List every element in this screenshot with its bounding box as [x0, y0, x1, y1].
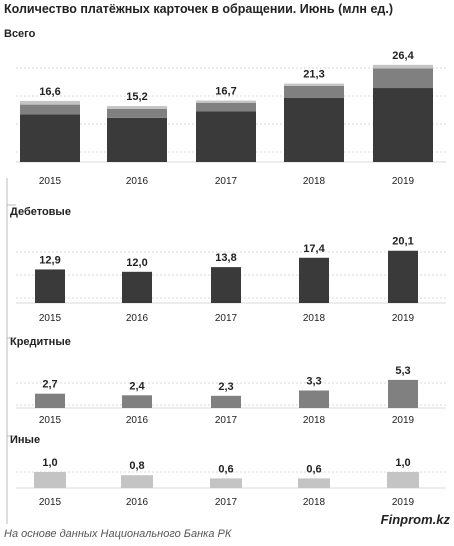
bar: [122, 271, 152, 303]
bar-segment-Кредитные: [20, 104, 80, 115]
data-label: 21,3: [303, 69, 324, 81]
panel-2: Дебетовые 12,9 2015 12,0 2016 13,8 2017 17,4 201…: [10, 206, 446, 324]
tick-label: 2016: [126, 497, 149, 508]
bar: [122, 395, 152, 408]
bar: [387, 472, 419, 488]
tick-label: 2016: [126, 415, 149, 426]
bar-segment-Дебетовые: [373, 88, 433, 162]
bar-segment-Иные: [20, 100, 80, 105]
tick-label: 2018: [303, 497, 326, 508]
data-label: 17,4: [303, 243, 325, 255]
bar: [121, 475, 153, 488]
data-label: 2,4: [129, 380, 145, 392]
bar: [299, 257, 329, 303]
data-label: 1,0: [42, 457, 57, 469]
data-label: 12,9: [39, 254, 60, 266]
data-label: 5,3: [395, 365, 410, 377]
tick-label: 2017: [215, 497, 238, 508]
data-label: 20,1: [392, 236, 413, 248]
bar-segment-Дебетовые: [196, 111, 256, 162]
bar: [211, 267, 241, 303]
bar-segment-Кредитные: [284, 85, 344, 98]
tick-label: 2017: [215, 176, 238, 187]
tick-label: 2019: [392, 415, 415, 426]
panel-name: Кредитные: [10, 336, 71, 348]
bar-segment-Иные: [107, 106, 167, 110]
data-label: 13,8: [215, 252, 236, 264]
data-label: 2,7: [42, 379, 57, 391]
bar: [35, 393, 65, 408]
bar: [35, 269, 65, 303]
bar: [34, 472, 66, 488]
data-label: 26,4: [392, 50, 414, 62]
bar-segment-Дебетовые: [20, 114, 80, 162]
panel-name: Иные: [10, 434, 40, 446]
tick-label: 2016: [126, 313, 149, 324]
tick-label: 2017: [215, 415, 238, 426]
bar: [388, 250, 418, 303]
tick-label: 2015: [39, 176, 62, 187]
tick-label: 2018: [303, 313, 326, 324]
data-label: 15,2: [126, 91, 147, 103]
data-label: 0,8: [129, 460, 144, 472]
data-label: 3,3: [306, 376, 321, 388]
data-label: 1,0: [395, 457, 410, 469]
tick-label: 2015: [39, 415, 62, 426]
tick-label: 2015: [39, 313, 62, 324]
bar-segment-Кредитные: [373, 68, 433, 89]
panel-3: Кредитные 2,7 2015 2,4 2016 2,3 2017 3,3 2018 5,3…: [10, 336, 446, 426]
tick-label: 2015: [39, 497, 62, 508]
tick-label: 2019: [392, 313, 415, 324]
bar: [298, 478, 330, 488]
bar: [299, 390, 329, 408]
panel-1: Всего 16,6 2015 15,2 2016 16,7 2017 21,3 2018 26,…: [4, 28, 446, 187]
data-label: 12,0: [126, 257, 147, 269]
bar-segment-Дебетовые: [107, 117, 167, 162]
bar-segment-Кредитные: [107, 109, 167, 118]
tick-label: 2019: [392, 497, 415, 508]
data-label: 16,6: [39, 86, 60, 98]
tick-label: 2017: [215, 313, 238, 324]
tick-label: 2018: [303, 176, 326, 187]
bar: [210, 478, 242, 488]
bar-segment-Дебетовые: [284, 97, 344, 162]
bar: [211, 395, 241, 408]
data-label: 16,7: [215, 86, 236, 98]
tick-label: 2018: [303, 415, 326, 426]
chart-title: Количество платёжных карточек в обращени…: [4, 2, 393, 16]
data-label: 2,3: [218, 381, 233, 393]
data-label: 0,6: [218, 463, 233, 475]
data-label: 0,6: [306, 463, 321, 475]
bar: [388, 379, 418, 408]
tick-label: 2016: [126, 176, 149, 187]
bar-segment-Иные: [373, 64, 433, 69]
bar-segment-Иные: [284, 83, 344, 86]
bar-segment-Иные: [196, 100, 256, 103]
brand-logo: Finprom.kz: [380, 512, 450, 527]
panel-name: Дебетовые: [10, 206, 71, 218]
bar-segment-Кредитные: [196, 102, 256, 112]
source-note: На основе данных Национального Банка РК: [4, 528, 232, 540]
tick-label: 2019: [392, 176, 415, 187]
panel-name: Всего: [4, 28, 36, 40]
